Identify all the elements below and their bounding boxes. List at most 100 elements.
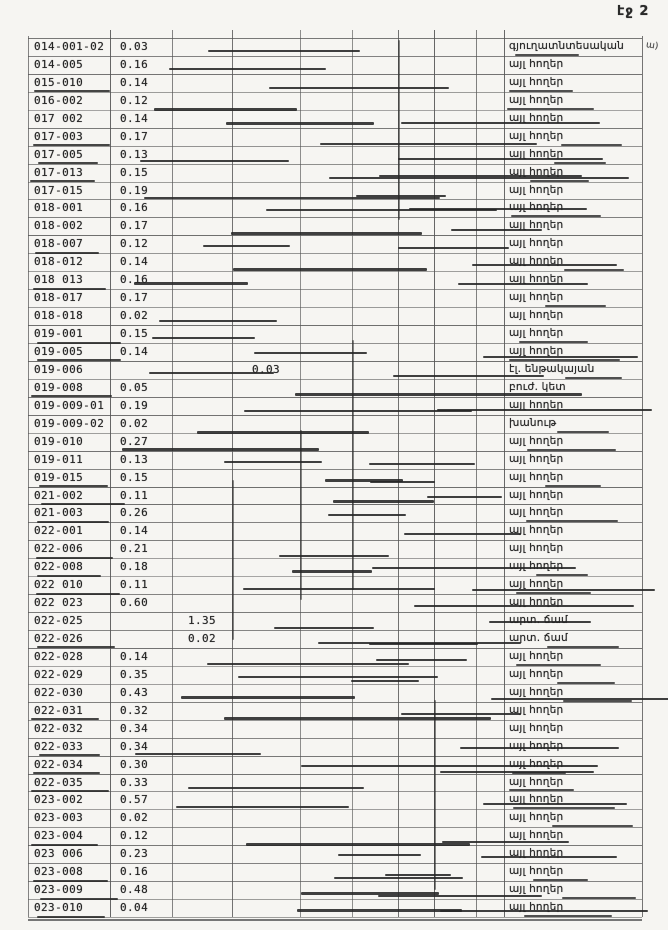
- table-row: 022-030 0.43 այլ հողեր: [0, 684, 668, 702]
- ink-underline: [557, 681, 615, 684]
- ink-underline: [40, 897, 118, 900]
- grid-line: [28, 378, 642, 380]
- grid-line: [28, 630, 642, 631]
- cell-area-value: 0.11: [120, 488, 149, 502]
- grid-line: [232, 30, 233, 917]
- grid-line: [28, 737, 642, 739]
- ink-stroke: [333, 500, 434, 503]
- grid-line: [28, 791, 642, 793]
- cell-parcel-code: 017-015: [34, 183, 84, 197]
- ink-stroke: [483, 803, 627, 806]
- ink-stroke: [135, 753, 261, 756]
- cell-parcel-code: 022-029: [34, 667, 84, 681]
- grid-line: [28, 576, 642, 578]
- cell-area-value: 0.26: [120, 506, 149, 520]
- ink-underline: [31, 395, 112, 398]
- ink-stroke: [244, 410, 472, 412]
- table-row: 019-009-01 0.19 այլ հողեր: [0, 397, 668, 415]
- table-row: 016-002 0.12 այլ հողեր: [0, 92, 668, 110]
- cell-land-use: այլ հողեր: [509, 309, 564, 322]
- ink-underline: [516, 663, 601, 666]
- cell-land-use: այլ հողեր: [509, 865, 564, 878]
- ink-stroke: [233, 268, 427, 272]
- ink-stroke: [385, 873, 451, 876]
- cell-parcel-code: 017-013: [34, 165, 84, 179]
- ink-underline: [554, 161, 606, 164]
- cell-area-value: 0.19: [120, 398, 149, 412]
- grid-line: [398, 30, 399, 917]
- cell-land-use: այլ հողեր: [509, 739, 564, 752]
- ink-stroke: [231, 232, 422, 236]
- ink-stroke: [378, 895, 542, 897]
- cell-land-use: այլ հողեր: [509, 111, 564, 124]
- grid-line: [28, 468, 642, 470]
- cell-area-value: 0.17: [120, 291, 149, 305]
- cell-land-use: այլ հողեր: [509, 237, 564, 250]
- cell-area-value: 0.02: [120, 416, 149, 430]
- grid-line: [28, 540, 642, 542]
- ink-stroke: [154, 107, 297, 111]
- ink-stroke: [489, 621, 591, 624]
- grid-line: [28, 289, 642, 291]
- table-row: 023-003 0.02 այլ հողեր: [0, 809, 668, 827]
- ink-underline: [41, 502, 125, 505]
- ink-underline: [39, 754, 100, 757]
- grid-line: [28, 253, 642, 255]
- cell-land-use: այլ հողեր: [509, 847, 564, 860]
- grid-line: [28, 217, 642, 219]
- ink-stroke: [269, 86, 449, 89]
- grid-line: [28, 683, 642, 685]
- cell-area-value: 0.04: [120, 901, 149, 915]
- ink-stroke: [274, 627, 374, 630]
- ink-stroke: [338, 854, 421, 857]
- cell-parcel-code: 019-008: [34, 380, 84, 394]
- ink-underline: [511, 215, 601, 218]
- cell-land-use: այլ հողեր: [509, 434, 564, 447]
- ink-stroke: [442, 840, 569, 843]
- cell-area-value: 0.03: [120, 40, 149, 53]
- grid-line: [28, 38, 642, 39]
- cell-area-value: 0.14: [120, 345, 149, 358]
- table-row: 023-004 0.12 այլ հողեր: [0, 827, 668, 845]
- ink-stroke: [254, 352, 367, 354]
- ink-vertical-stroke: [398, 40, 400, 220]
- cell-land-use: այլ հողեր: [509, 883, 564, 896]
- cell-land-use: գյուղատնտեսական: [509, 40, 625, 52]
- ink-vertical-stroke: [434, 700, 436, 890]
- table-row: 019-011 0.13 այլ հողեր: [0, 451, 668, 469]
- table-row: 022-001 0.14 այլ հողեր: [0, 522, 668, 540]
- cell-land-use: այլ հողեր: [509, 793, 564, 806]
- ink-underline: [31, 789, 109, 792]
- grid-line: [28, 127, 642, 129]
- cell-area-value: 0.13: [120, 452, 149, 466]
- cell-area-value: 0.14: [120, 649, 149, 663]
- cell-area-value: 0.34: [120, 739, 149, 753]
- grid-line: [28, 504, 642, 506]
- cell-parcel-code: 022-008: [34, 560, 84, 574]
- table-row: 023-008 0.16 այլ հողեր: [0, 863, 668, 881]
- cell-area-value: 0.14: [120, 111, 149, 125]
- ink-underline: [39, 485, 108, 487]
- cell-land-use: արտ. ճամ: [509, 614, 568, 626]
- cell-area-value: 0.30: [120, 757, 149, 771]
- ink-stroke: [401, 713, 521, 715]
- ink-stroke: [370, 480, 435, 483]
- ink-stroke: [292, 570, 372, 574]
- cell-parcel-code: 019-001: [34, 327, 84, 340]
- ink-stroke: [483, 355, 638, 358]
- ink-stroke: [207, 663, 409, 666]
- cell-area-value: 0.32: [120, 703, 149, 717]
- ink-stroke: [149, 371, 274, 374]
- ink-stroke: [134, 281, 248, 285]
- ink-stroke: [440, 910, 648, 913]
- cell-area-value: 0.17: [120, 129, 149, 143]
- cell-land-use: այլ հողեր: [509, 506, 564, 519]
- ink-stroke: [351, 679, 419, 682]
- ink-stroke: [238, 676, 438, 678]
- table-row: 014-005 0.16 այլ հողեր: [0, 56, 668, 74]
- ink-stroke: [369, 463, 475, 465]
- cell-land-use: բուժ. կետ: [509, 380, 566, 393]
- cell-parcel-code: 022-028: [34, 649, 84, 663]
- grid-line: [28, 809, 642, 811]
